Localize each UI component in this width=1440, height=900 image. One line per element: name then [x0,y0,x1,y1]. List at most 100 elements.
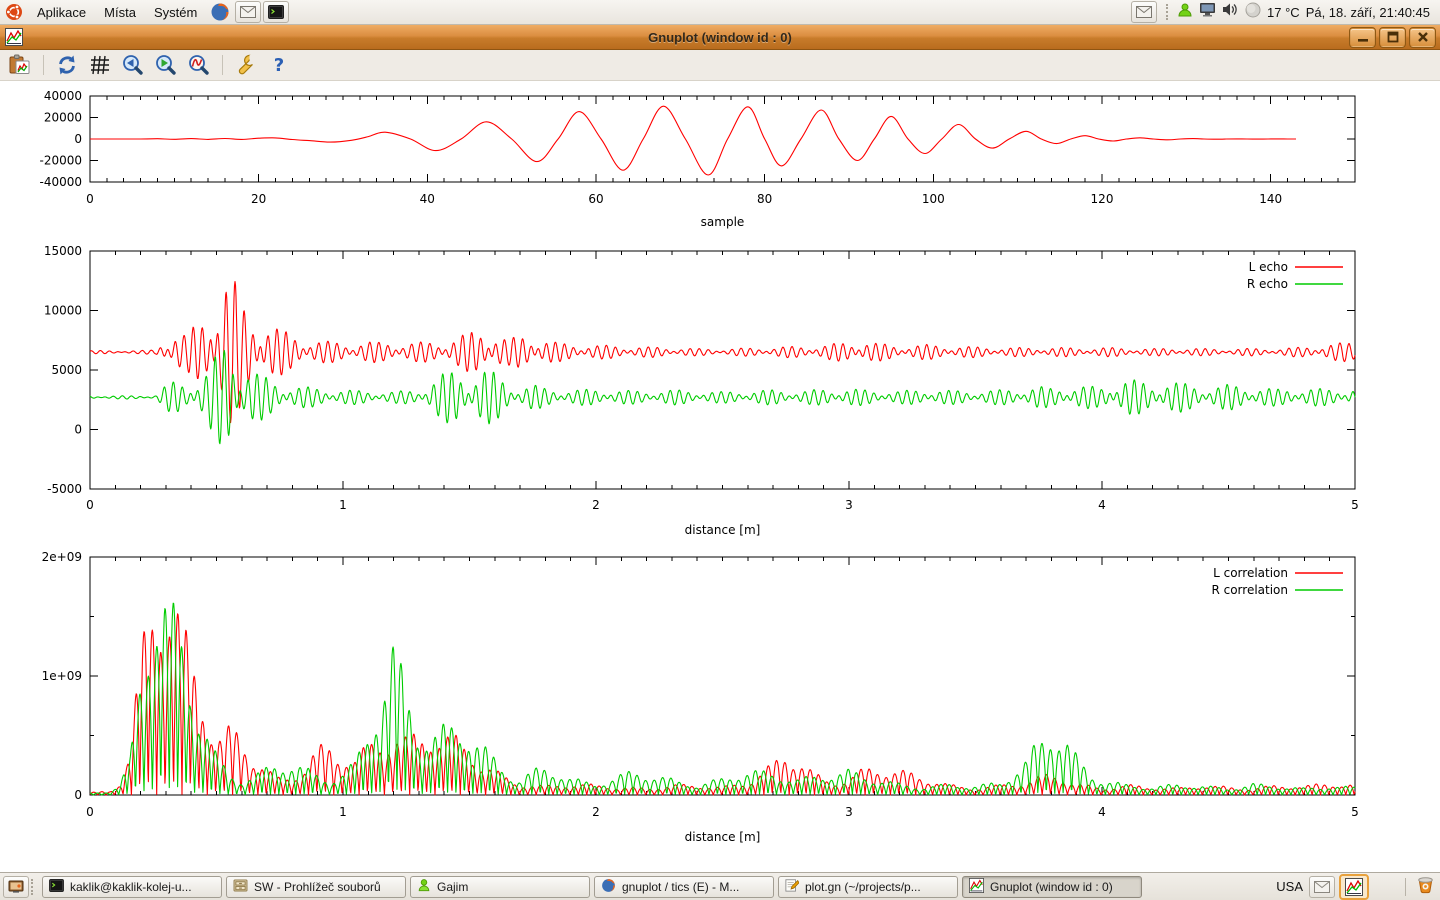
window-titlebar[interactable]: Gnuplot (window id : 0) [0,25,1440,50]
toolbar-separator [43,55,44,75]
task-button-label: plot.gn (~/projects/p... [805,879,921,894]
toggle-grid-button[interactable] [87,52,113,78]
copy-plot-icon [9,54,30,74]
tray-mail-icon[interactable] [1131,1,1158,23]
refresh-icon [59,55,75,75]
svg-text:1: 1 [339,805,347,819]
svg-text:4: 4 [1098,498,1106,512]
svg-text:?: ? [274,55,284,76]
clock-label[interactable]: Pá, 18. září, 21:40:45 [1305,4,1430,20]
terminal-launcher[interactable] [263,1,290,23]
svg-text:3: 3 [845,498,853,512]
task-button-label: Gnuplot (window id : 0) [990,879,1113,894]
svg-text:140: 140 [1259,192,1282,206]
svg-text:5: 5 [1351,498,1359,512]
volume-icon[interactable] [1222,2,1239,22]
unzoom-button[interactable] [186,52,212,78]
svg-text:1e+09: 1e+09 [42,669,82,683]
mail-launcher[interactable] [235,1,262,23]
weather-icon[interactable] [1245,2,1261,23]
window-title: Gnuplot (window id : 0) [648,29,792,45]
task-button[interactable]: Gajim [410,875,590,898]
svg-text:0: 0 [74,132,82,146]
show-desktop-icon [8,880,24,893]
gnuplot-toolbar: ? [0,50,1440,81]
svg-text:R echo: R echo [1247,277,1288,291]
user-switcher-icon[interactable] [1177,2,1193,23]
maximize-button[interactable] [1379,26,1406,48]
task-button-label: Gajim [437,879,469,894]
svg-text:-40000: -40000 [39,175,82,189]
settings-button[interactable] [233,52,259,78]
svg-text:L correlation: L correlation [1213,566,1288,580]
firefox-icon [211,3,229,21]
gnuplot-window-icon [5,28,23,46]
menu-aplikace-label: Aplikace [37,4,87,20]
gnuplot-icon [969,877,984,896]
ubuntu-logo-icon[interactable] [1,1,27,23]
close-button[interactable] [1409,26,1436,48]
tray-mail-button[interactable] [1309,875,1335,898]
svg-text:-20000: -20000 [39,154,82,168]
task-button[interactable]: Gnuplot (window id : 0) [962,875,1142,898]
tray-gnuplot-button[interactable] [1339,873,1369,900]
svg-text:-5000: -5000 [47,482,82,496]
svg-text:sample: sample [701,215,745,229]
tray-handle[interactable] [1166,4,1169,20]
menu-aplikace[interactable]: Aplikace [28,0,95,24]
taskbar-handle[interactable] [31,878,34,895]
svg-text:60: 60 [588,192,603,206]
svg-text:0: 0 [74,788,82,802]
svg-text:80: 80 [757,192,772,206]
next-zoom-button[interactable] [153,52,179,78]
trash-icon[interactable] [1416,875,1435,899]
toolbar-separator [222,55,223,75]
task-button[interactable]: kaklik@kaklik-kolej-u... [42,875,222,898]
zoom-next-icon [156,55,176,75]
mail-icon [240,6,257,18]
copy-to-clipboard-button[interactable] [7,52,33,78]
svg-text:5: 5 [1351,805,1359,819]
svg-text:20000: 20000 [44,111,82,125]
help-icon: ? [274,55,284,76]
unzoom-icon [189,55,209,75]
svg-text:1: 1 [339,498,347,512]
svg-text:4: 4 [1098,805,1106,819]
mail-icon [1136,6,1153,18]
text-editor-icon [785,878,800,895]
minimize-button[interactable] [1349,26,1376,48]
wrench-icon [238,54,256,75]
ubuntu-logo-icon [6,4,22,20]
maximize-icon [1387,31,1398,43]
terminal-icon [49,878,64,895]
task-button-label: gnuplot / tics (E) - M... [622,879,740,894]
previous-zoom-button[interactable] [120,52,146,78]
svg-text:0: 0 [86,192,94,206]
gnuplot-canvas[interactable]: 0 20 40 60 80 100 120 140 -40000 -20000 0 20000 4000… [0,81,1440,872]
task-button[interactable]: gnuplot / tics (E) - M... [594,875,774,898]
taskbar: kaklik@kaklik-kolej-u... SW - Prohlížeč s… [0,872,1440,900]
gnome-top-panel: Aplikace Místa Systém [0,0,1440,25]
svg-text:100: 100 [922,192,945,206]
gajim-icon [417,878,431,895]
svg-text:L echo: L echo [1249,260,1288,274]
temperature-label[interactable]: 17 °C [1267,4,1300,20]
task-button[interactable]: plot.gn (~/projects/p... [778,875,958,898]
display-settings-icon[interactable] [1199,2,1216,22]
mail-icon [1314,880,1330,893]
menu-system[interactable]: Systém [145,0,206,24]
terminal-icon [268,5,285,19]
svg-text:0: 0 [74,423,82,437]
task-button[interactable]: SW - Prohlížeč souborů [226,875,406,898]
svg-text:2e+09: 2e+09 [42,550,82,564]
firefox-launcher[interactable] [207,1,233,23]
svg-text:distance [m]: distance [m] [685,830,761,844]
tray-separator [1405,877,1406,896]
help-button[interactable]: ? [266,52,292,78]
show-desktop-button[interactable] [3,875,29,898]
replot-button[interactable] [54,52,80,78]
keyboard-layout-indicator[interactable]: USA [1276,879,1303,894]
menu-mista[interactable]: Místa [95,0,145,24]
svg-text:2: 2 [592,498,600,512]
svg-text:40: 40 [420,192,435,206]
